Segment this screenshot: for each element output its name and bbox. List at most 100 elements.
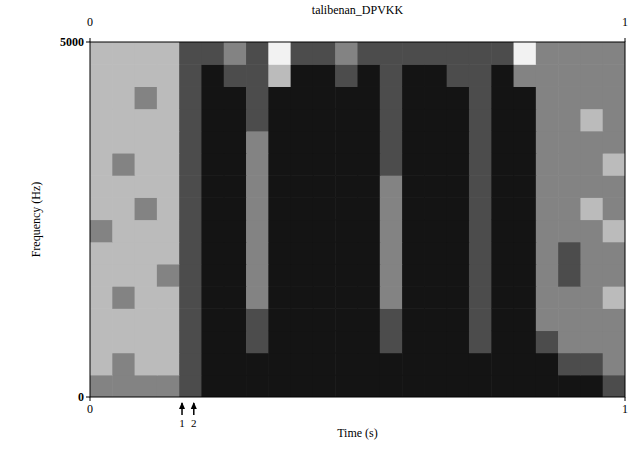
cell [580, 308, 603, 331]
cell [268, 197, 291, 220]
cell [335, 86, 358, 109]
cell [135, 86, 158, 109]
cell [358, 286, 381, 309]
cell [135, 131, 158, 154]
cell [514, 308, 537, 331]
cell [335, 308, 358, 331]
cell [112, 353, 135, 376]
cell [291, 153, 314, 176]
cell [246, 286, 269, 309]
cell [268, 131, 291, 154]
cell [179, 131, 202, 154]
cell [402, 375, 425, 397]
cell [224, 220, 247, 243]
cell [291, 242, 314, 265]
cell [491, 330, 514, 353]
cell [536, 286, 559, 309]
cell [536, 197, 559, 220]
cell [380, 64, 403, 87]
cell [558, 109, 581, 132]
cell [291, 353, 314, 376]
cell [424, 375, 447, 397]
cell [358, 42, 381, 65]
cell [313, 242, 336, 265]
cell [536, 242, 559, 265]
cell [580, 375, 603, 397]
cell [536, 131, 559, 154]
cell [424, 64, 447, 87]
cell [90, 242, 113, 265]
y-axis-title: Frequency (Hz) [29, 182, 43, 258]
cell [491, 286, 514, 309]
cell [90, 353, 113, 376]
cell [335, 64, 358, 87]
cell [179, 242, 202, 265]
cell [424, 42, 447, 65]
cell [514, 42, 537, 65]
cell [291, 131, 314, 154]
cell [112, 220, 135, 243]
cell [246, 330, 269, 353]
cell [514, 242, 537, 265]
cell [558, 220, 581, 243]
cell [335, 375, 358, 397]
cell [469, 353, 492, 376]
cell [469, 375, 492, 397]
cell [179, 264, 202, 287]
cell [424, 353, 447, 376]
cell [580, 64, 603, 87]
cell [514, 220, 537, 243]
cell [402, 286, 425, 309]
cell [246, 64, 269, 87]
cell [291, 197, 314, 220]
cell [157, 308, 180, 331]
cell [447, 153, 470, 176]
cell [224, 375, 247, 397]
cell [580, 353, 603, 376]
cell [603, 330, 625, 353]
cell [491, 308, 514, 331]
cell [402, 264, 425, 287]
cell [246, 375, 269, 397]
cell [157, 175, 180, 198]
cell [469, 220, 492, 243]
cell [268, 264, 291, 287]
cell [558, 64, 581, 87]
cell [558, 153, 581, 176]
cell [358, 330, 381, 353]
cell [246, 264, 269, 287]
cell [558, 42, 581, 65]
cell [491, 42, 514, 65]
cell [447, 64, 470, 87]
cell [424, 197, 447, 220]
cell [313, 197, 336, 220]
cell [447, 264, 470, 287]
cell [402, 153, 425, 176]
cell [291, 264, 314, 287]
cell [536, 86, 559, 109]
cell [268, 375, 291, 397]
cell [246, 242, 269, 265]
cell [335, 175, 358, 198]
cell [358, 308, 381, 331]
cell [224, 42, 247, 65]
cell [224, 153, 247, 176]
cell [135, 353, 158, 376]
cell [112, 264, 135, 287]
cell [135, 286, 158, 309]
cell [558, 353, 581, 376]
cell [380, 197, 403, 220]
cell [201, 86, 224, 109]
cell [246, 42, 269, 65]
cell [603, 86, 625, 109]
cell [112, 175, 135, 198]
cell [491, 109, 514, 132]
cell [380, 242, 403, 265]
cell [90, 131, 113, 154]
cell [313, 86, 336, 109]
cell [358, 153, 381, 176]
cell [224, 330, 247, 353]
cell [580, 131, 603, 154]
cell [491, 86, 514, 109]
cell [157, 375, 180, 397]
